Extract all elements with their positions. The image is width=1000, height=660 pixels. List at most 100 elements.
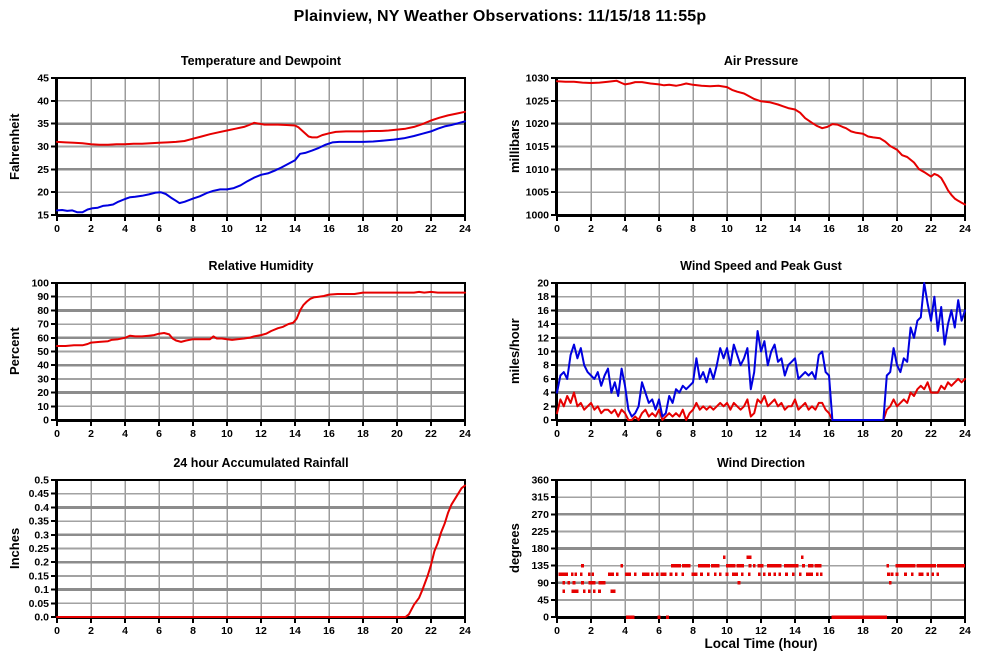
svg-text:10: 10 bbox=[221, 625, 233, 637]
svg-text:1025: 1025 bbox=[526, 95, 550, 107]
svg-text:135: 135 bbox=[531, 560, 549, 572]
svg-text:12: 12 bbox=[755, 625, 767, 637]
svg-text:18: 18 bbox=[357, 428, 369, 440]
svg-text:20: 20 bbox=[891, 223, 903, 235]
svg-text:22: 22 bbox=[925, 223, 937, 235]
svg-text:16: 16 bbox=[823, 223, 835, 235]
svg-text:10: 10 bbox=[721, 223, 733, 235]
page-title: Plainview, NY Weather Observations: 11/1… bbox=[293, 8, 707, 25]
svg-text:10: 10 bbox=[37, 401, 49, 413]
svg-text:18: 18 bbox=[537, 291, 549, 303]
svg-text:8: 8 bbox=[690, 625, 696, 637]
svg-text:10: 10 bbox=[721, 428, 733, 440]
svg-text:2: 2 bbox=[588, 223, 594, 235]
chart-wind-direction: Wind Direction degrees 0 2 4 6 8 10 12 14 16 18 20… bbox=[500, 456, 1000, 660]
chart-title: Wind Direction bbox=[716, 456, 806, 470]
svg-text:4: 4 bbox=[122, 428, 128, 440]
svg-text:10: 10 bbox=[221, 223, 233, 235]
svg-text:0: 0 bbox=[54, 223, 60, 235]
svg-text:12: 12 bbox=[255, 625, 267, 637]
svg-text:16: 16 bbox=[323, 428, 335, 440]
svg-text:18: 18 bbox=[857, 428, 869, 440]
svg-text:0.15: 0.15 bbox=[29, 570, 50, 582]
svg-text:25: 25 bbox=[37, 164, 49, 176]
svg-text:24: 24 bbox=[459, 428, 471, 440]
svg-text:4: 4 bbox=[122, 625, 128, 637]
svg-text:2: 2 bbox=[88, 223, 94, 235]
svg-text:4: 4 bbox=[622, 223, 628, 235]
svg-text:24: 24 bbox=[459, 223, 471, 235]
svg-text:22: 22 bbox=[425, 223, 437, 235]
svg-text:70: 70 bbox=[37, 319, 49, 331]
svg-text:2: 2 bbox=[88, 428, 94, 440]
svg-text:45: 45 bbox=[537, 594, 549, 606]
svg-text:0: 0 bbox=[543, 415, 549, 427]
svg-text:6: 6 bbox=[156, 428, 162, 440]
svg-text:0: 0 bbox=[54, 625, 60, 637]
chart-title: 24 hour Accumulated Rainfall bbox=[173, 456, 349, 470]
svg-text:30: 30 bbox=[37, 373, 49, 385]
svg-text:16: 16 bbox=[537, 305, 549, 317]
svg-text:270: 270 bbox=[531, 509, 549, 521]
svg-text:1030: 1030 bbox=[526, 73, 550, 85]
chart-title: Air Pressure bbox=[723, 54, 799, 68]
svg-text:0.1: 0.1 bbox=[34, 584, 49, 596]
chart-title: Relative Humidity bbox=[208, 259, 314, 273]
svg-text:6: 6 bbox=[543, 373, 549, 385]
svg-text:12: 12 bbox=[255, 428, 267, 440]
svg-text:16: 16 bbox=[323, 625, 335, 637]
svg-text:40: 40 bbox=[37, 95, 49, 107]
svg-text:0.5: 0.5 bbox=[34, 475, 49, 487]
svg-text:18: 18 bbox=[857, 625, 869, 637]
svg-text:16: 16 bbox=[823, 428, 835, 440]
svg-text:1015: 1015 bbox=[526, 141, 550, 153]
svg-text:2: 2 bbox=[88, 625, 94, 637]
svg-text:360: 360 bbox=[531, 475, 549, 487]
plot-canvas: 0 2 4 6 8 10 12 14 16 18 20 22 240.00.050.10.150.20.… bbox=[29, 475, 471, 638]
chart-title: Wind Speed and Peak Gust bbox=[680, 259, 842, 273]
svg-text:20: 20 bbox=[891, 428, 903, 440]
svg-text:0.3: 0.3 bbox=[34, 529, 49, 541]
svg-text:8: 8 bbox=[690, 223, 696, 235]
svg-text:14: 14 bbox=[289, 428, 301, 440]
svg-text:12: 12 bbox=[755, 428, 767, 440]
svg-text:1010: 1010 bbox=[526, 164, 550, 176]
svg-text:14: 14 bbox=[789, 428, 801, 440]
svg-text:4: 4 bbox=[622, 625, 628, 637]
svg-text:20: 20 bbox=[37, 387, 49, 399]
plot-canvas: 0 2 4 6 8 10 12 14 16 18 20 22 240102030405060708090… bbox=[31, 278, 471, 441]
svg-text:45: 45 bbox=[37, 73, 49, 85]
svg-text:0: 0 bbox=[554, 625, 560, 637]
svg-text:0.4: 0.4 bbox=[34, 502, 49, 514]
svg-text:15: 15 bbox=[37, 210, 49, 222]
svg-text:0: 0 bbox=[554, 428, 560, 440]
svg-text:2: 2 bbox=[543, 401, 549, 413]
svg-text:24: 24 bbox=[959, 223, 971, 235]
svg-text:18: 18 bbox=[357, 625, 369, 637]
svg-text:14: 14 bbox=[789, 223, 801, 235]
svg-text:0.05: 0.05 bbox=[29, 598, 50, 610]
chart-air-pressure: Air Pressure millibars 0 2 4 6 8 10 12 14 16 18 20… bbox=[500, 54, 1000, 258]
svg-text:315: 315 bbox=[531, 492, 549, 504]
svg-text:12: 12 bbox=[755, 223, 767, 235]
svg-text:1005: 1005 bbox=[526, 187, 550, 199]
svg-text:14: 14 bbox=[289, 625, 301, 637]
svg-text:180: 180 bbox=[531, 543, 549, 555]
chart-title: Temperature and Dewpoint bbox=[180, 54, 342, 68]
svg-text:80: 80 bbox=[37, 305, 49, 317]
svg-text:2: 2 bbox=[588, 428, 594, 440]
svg-text:90: 90 bbox=[537, 577, 549, 589]
svg-text:16: 16 bbox=[323, 223, 335, 235]
chart-relative-humidity: Relative Humidity Percent 0 2 4 6 8 10 12 14 16 1… bbox=[0, 259, 500, 463]
svg-text:24: 24 bbox=[459, 625, 471, 637]
x-axis-label: Local Time (hour) bbox=[704, 636, 818, 651]
svg-text:22: 22 bbox=[425, 428, 437, 440]
svg-text:4: 4 bbox=[622, 428, 628, 440]
svg-text:10: 10 bbox=[221, 428, 233, 440]
svg-text:8: 8 bbox=[543, 360, 549, 372]
svg-text:8: 8 bbox=[690, 428, 696, 440]
